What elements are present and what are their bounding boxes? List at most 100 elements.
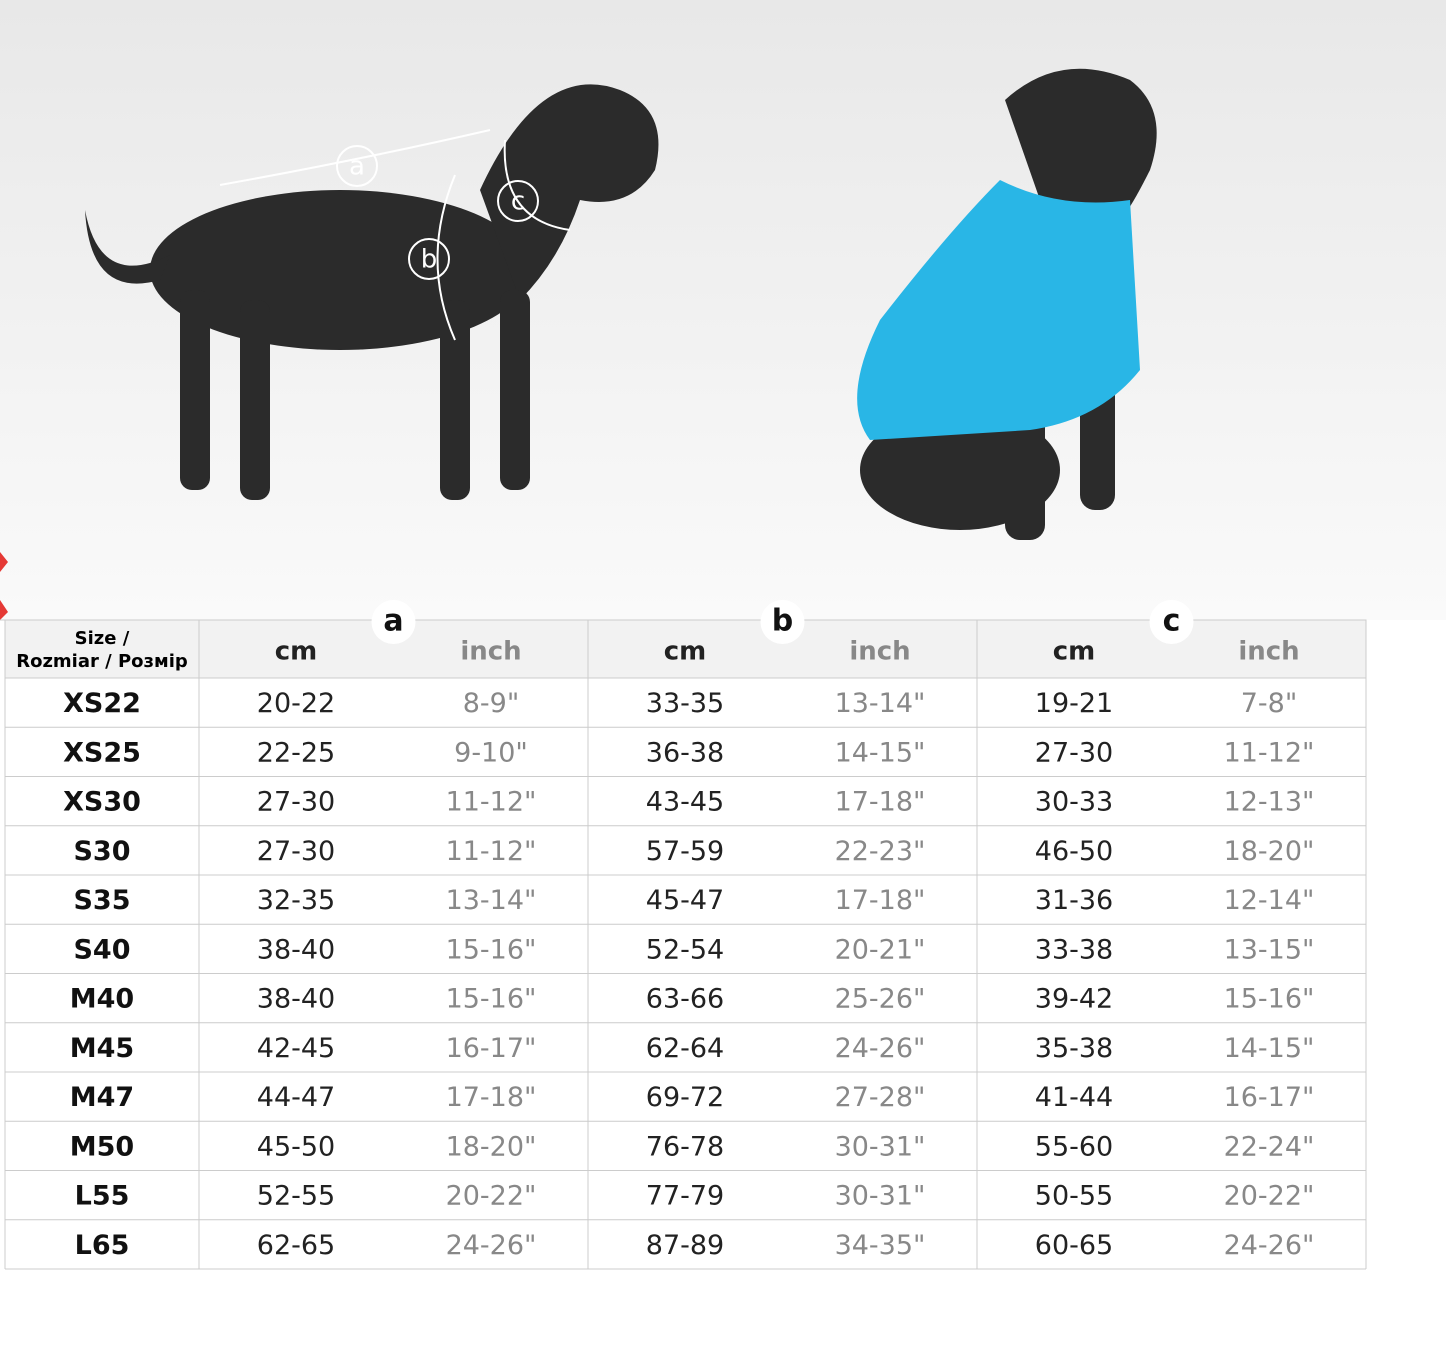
unit-header: cm xyxy=(664,637,707,667)
size-cell: XS25 xyxy=(63,737,141,768)
cm-cell: 19-21 xyxy=(1035,688,1113,719)
group-badge xyxy=(1149,600,1194,644)
inch-cell: 25-26" xyxy=(835,984,926,1015)
cm-cell: 57-59 xyxy=(646,836,724,867)
cm-cell: 62-64 xyxy=(646,1033,724,1064)
cm-cell: 55-60 xyxy=(1035,1131,1113,1162)
inch-cell: 16-17" xyxy=(1224,1082,1315,1113)
cm-cell: 30-33 xyxy=(1035,787,1113,818)
size-cell: S35 xyxy=(73,885,130,916)
inch-cell: 15-16" xyxy=(1224,984,1315,1015)
cm-cell: 63-66 xyxy=(646,984,724,1015)
inch-cell: 15-16" xyxy=(446,984,537,1015)
standing-dog xyxy=(85,84,659,500)
inch-cell: 12-14" xyxy=(1224,885,1315,916)
cm-cell: 31-36 xyxy=(1035,885,1113,916)
cm-cell: 33-38 xyxy=(1035,934,1113,965)
group-label: c xyxy=(1163,604,1181,639)
label-circle xyxy=(497,180,539,222)
size-cell: XS30 xyxy=(63,787,141,818)
inch-cell: 18-20" xyxy=(446,1131,537,1162)
inch-cell: 30-31" xyxy=(835,1181,926,1212)
inch-cell: 20-21" xyxy=(835,934,926,965)
size-cell: S40 xyxy=(73,934,130,965)
cm-cell: 45-47 xyxy=(646,885,724,916)
inch-cell: 7-8" xyxy=(1241,688,1298,719)
cm-cell: 36-38 xyxy=(646,737,724,768)
cm-cell: 52-54 xyxy=(646,934,724,965)
cm-cell: 52-55 xyxy=(257,1181,335,1212)
cm-cell: 33-35 xyxy=(646,688,724,719)
inch-cell: 14-15" xyxy=(835,737,926,768)
inch-cell: 22-24" xyxy=(1224,1131,1315,1162)
cm-cell: 32-35 xyxy=(257,885,335,916)
cm-cell: 46-50 xyxy=(1035,836,1113,867)
measure-lines xyxy=(219,129,571,341)
size-cell: M45 xyxy=(70,1033,134,1064)
inch-cell: 8-9" xyxy=(463,688,520,719)
cm-cell: 35-38 xyxy=(1035,1033,1113,1064)
unit-header: cm xyxy=(1053,637,1096,667)
inch-cell: 17-18" xyxy=(446,1082,537,1113)
inch-cell: 15-16" xyxy=(446,934,537,965)
cm-cell: 77-79 xyxy=(646,1181,724,1212)
unit-header: inch xyxy=(1238,637,1299,667)
inch-cell: 20-22" xyxy=(446,1181,537,1212)
cm-cell: 27-30 xyxy=(257,836,335,867)
group-label: b xyxy=(772,604,793,639)
inch-cell: 11-12" xyxy=(446,787,537,818)
cm-cell: 69-72 xyxy=(646,1082,724,1113)
cm-cell: 38-40 xyxy=(257,984,335,1015)
label-circle xyxy=(408,238,450,280)
size-header: Rozmiar / Розмір xyxy=(16,651,188,672)
cm-cell: 39-42 xyxy=(1035,984,1113,1015)
diagram-label: a xyxy=(349,152,365,182)
cm-cell: 22-25 xyxy=(257,737,335,768)
cm-cell: 27-30 xyxy=(1035,737,1113,768)
inch-cell: 11-12" xyxy=(1224,737,1315,768)
inch-cell: 24-26" xyxy=(1224,1230,1315,1261)
group-badge xyxy=(760,600,805,644)
inch-cell: 24-26" xyxy=(835,1033,926,1064)
size-cell: L65 xyxy=(75,1230,130,1261)
group-label: a xyxy=(383,604,403,639)
diagram-label: b xyxy=(421,245,438,275)
cm-cell: 43-45 xyxy=(646,787,724,818)
size-cell: M50 xyxy=(70,1131,134,1162)
inch-cell: 14-15" xyxy=(1224,1033,1315,1064)
inch-cell: 11-12" xyxy=(446,836,537,867)
cm-cell: 62-65 xyxy=(257,1230,335,1261)
unit-header: inch xyxy=(849,637,910,667)
unit-header: cm xyxy=(275,637,318,667)
inch-cell: 24-26" xyxy=(446,1230,537,1261)
inch-cell: 16-17" xyxy=(446,1033,537,1064)
cm-cell: 87-89 xyxy=(646,1230,724,1261)
inch-cell: 9-10" xyxy=(454,737,528,768)
header-row xyxy=(4,619,1367,679)
size-cell: L55 xyxy=(75,1181,130,1212)
diagram-label: c xyxy=(511,187,525,217)
cm-cell: 27-30 xyxy=(257,787,335,818)
inch-cell: 18-20" xyxy=(1224,836,1315,867)
size-cell: XS22 xyxy=(63,688,141,719)
red-mark xyxy=(0,552,8,620)
inch-cell: 34-35" xyxy=(835,1230,926,1261)
size-cell: M47 xyxy=(70,1082,134,1113)
cm-cell: 45-50 xyxy=(257,1131,335,1162)
size-header: Size / xyxy=(75,628,130,649)
label-circle xyxy=(336,145,378,187)
inch-cell: 22-23" xyxy=(835,836,926,867)
inch-cell: 17-18" xyxy=(835,885,926,916)
group-badge xyxy=(371,600,416,644)
inch-cell: 17-18" xyxy=(835,787,926,818)
inch-cell: 13-14" xyxy=(446,885,537,916)
cm-cell: 20-22 xyxy=(257,688,335,719)
cm-cell: 44-47 xyxy=(257,1082,335,1113)
cm-cell: 42-45 xyxy=(257,1033,335,1064)
inch-cell: 20-22" xyxy=(1224,1181,1315,1212)
inch-cell: 13-15" xyxy=(1224,934,1315,965)
unit-header: inch xyxy=(460,637,521,667)
inch-cell: 13-14" xyxy=(835,688,926,719)
